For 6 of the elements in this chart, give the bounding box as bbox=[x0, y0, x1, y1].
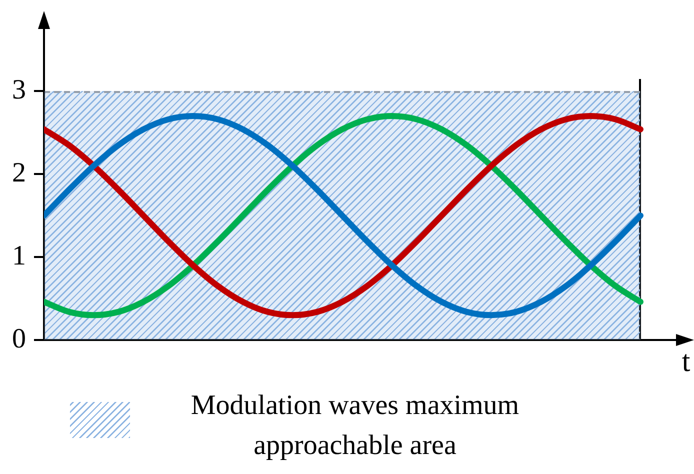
y-tick-label: 0 bbox=[12, 323, 26, 354]
y-tick-label: 3 bbox=[12, 74, 26, 106]
legend-label: Modulation waves maximum approachable area bbox=[190, 389, 520, 463]
y-tick-label: 2 bbox=[12, 157, 26, 188]
y-tick-label: 1 bbox=[12, 240, 26, 272]
x-axis-title: t bbox=[682, 344, 691, 378]
